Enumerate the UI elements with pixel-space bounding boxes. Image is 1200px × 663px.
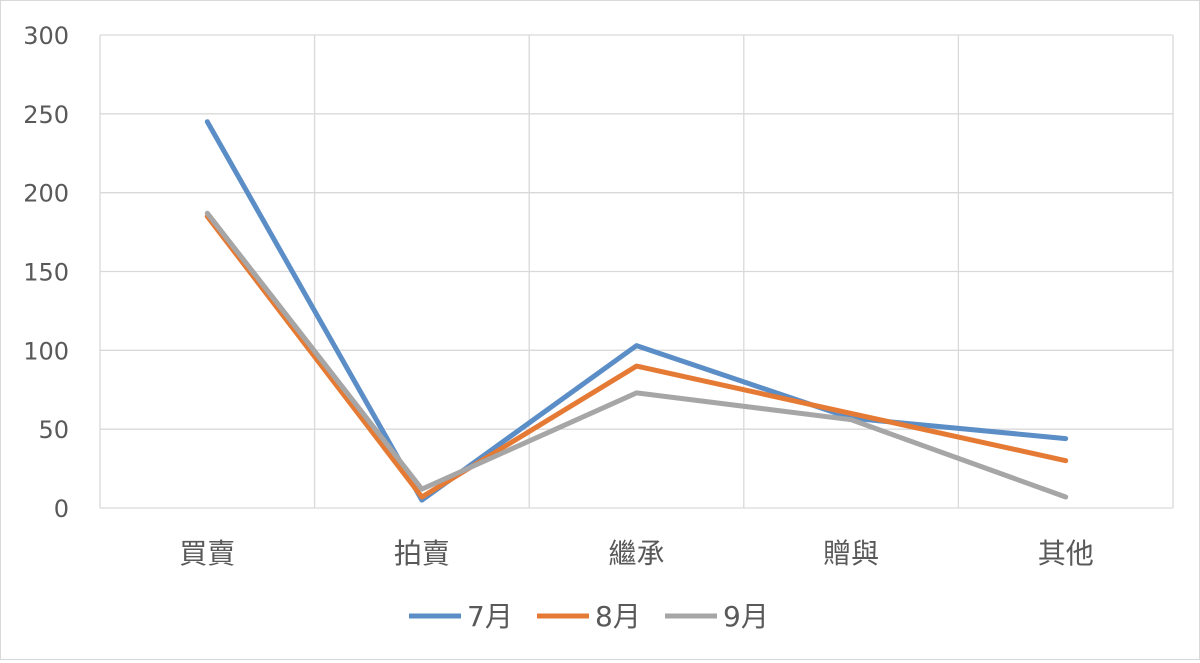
x-tick-label: 買賣 [179,537,235,570]
series-lines [204,119,1069,503]
x-axis-ticks: 買賣 拍賣 繼承 贈與 其他 [179,537,1093,570]
y-tick-label: 150 [23,259,69,287]
x-tick-label: 繼承 [608,537,664,570]
legend: 7月 8月 9月 [409,600,769,633]
y-tick-label: 300 [23,22,69,50]
series-line-1 [204,119,1069,503]
legend-label: 8月 [595,600,641,633]
legend-label: 9月 [723,600,769,633]
series-line-3 [204,210,1069,500]
legend-label: 7月 [467,600,513,633]
y-axis-ticks: 0 50 100 150 200 250 300 [23,22,69,523]
x-tick-label: 其他 [1038,537,1094,570]
gridlines [99,34,1174,509]
series-line-2 [204,213,1069,500]
y-tick-label: 0 [54,495,69,523]
x-tick-label: 拍賣 [394,537,450,570]
y-tick-label: 50 [38,416,69,444]
y-tick-label: 250 [23,101,69,129]
y-tick-label: 100 [23,337,69,365]
x-tick-label: 贈與 [823,537,879,570]
y-tick-label: 200 [23,180,69,208]
